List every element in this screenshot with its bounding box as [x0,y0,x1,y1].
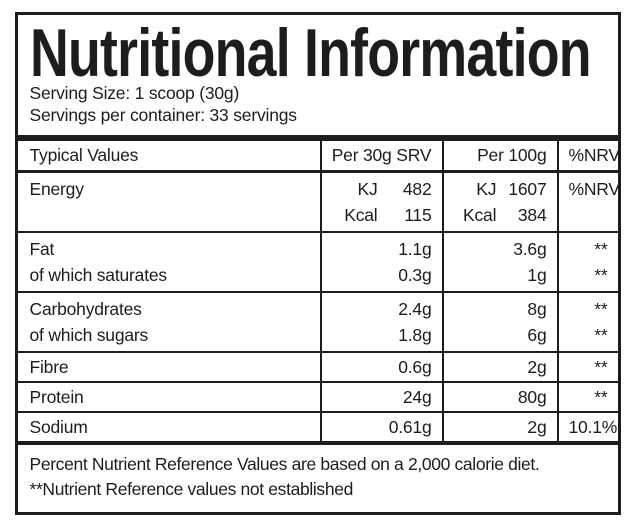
value-srv: 1.1g 0.3g [319,232,442,291]
value-nrv: 10.1% [556,412,628,441]
energy-value-kcal-srv: 115 [404,204,432,225]
value-line: ** [594,238,608,259]
value-per100g: 80g [441,382,557,411]
value-nrv: ** [556,352,618,381]
label-title: Nutritional Information [29,15,592,91]
nutrient-label: Sodium [29,416,88,437]
nutrient-label-line: of which sugars [29,324,149,345]
value-nrv: ** ** [556,232,618,291]
nutrient-row-carbohydrates: Carbohydrates of which sugars 2.4g 1.8g … [17,292,618,353]
value-line: 2.4g [398,298,432,319]
energy-unit-kcal: Kcal [463,204,497,225]
value-line: 1g [527,264,547,285]
energy-nrv: %NRV [556,172,630,231]
column-header-nrv: %NRV [556,140,630,170]
value-line: 1.1g [398,238,432,259]
energy-srv-kcal-line: Kcal 115 [332,202,432,228]
value-nrv: ** ** [556,292,618,351]
table-header-row: Typical Values Per 30g SRV Per 100g %NRV [17,140,620,173]
nutrient-label: Fat of which saturates [18,233,320,291]
energy-unit-kcal: Kcal [344,204,378,225]
energy-srv-values: KJ 482 Kcal 115 [319,172,442,231]
column-header-per-100g: Per 100g [441,140,557,170]
nutrient-row-sodium: Sodium 0.61g 2g 10.1% [18,412,618,441]
energy-per100g-kj-line: KJ 1607 [454,176,547,202]
value-line: ** [594,298,608,319]
value-line: 1.8g [398,324,432,345]
serving-size-text: Serving Size: 1 scoop (30g) [29,83,240,103]
nutrient-label: Fibre [29,356,69,377]
nutrient-row-protein: Protein 24g 80g ** [17,382,618,413]
value-srv: 24g [319,382,442,411]
energy-unit-kj: KJ [476,178,497,199]
energy-per100g-values: KJ 1607 Kcal 384 [441,172,557,231]
energy-value-kj-per100g: 1607 [508,178,547,199]
nutrient-label-energy: Energy [29,178,84,199]
nutrient-label-line: of which saturates [29,264,168,285]
value-srv: 0.6g [319,352,442,381]
column-header-per-30g-srv: Per 30g SRV [319,140,442,170]
energy-per100g-kcal-line: Kcal 384 [454,202,547,228]
nutrient-label-line: Carbohydrates [29,298,142,319]
value-srv: 2.4g 1.8g [319,292,442,351]
value-srv: 0.61g [319,412,442,441]
value-line: 8g [527,298,547,319]
value-per100g: 2g [441,412,557,441]
value-nrv: ** [556,382,618,411]
value-per100g: 8g 6g [441,292,557,351]
label-header: Nutritional Information Serving Size: 1 … [18,15,618,135]
value-line: ** [594,324,608,345]
column-header-typical-values: Typical Values [29,145,139,166]
nutrient-row-fibre: Fibre 0.6g 2g ** [17,352,618,383]
energy-value-kj-srv: 482 [402,178,432,199]
value-per100g: 2g [441,352,557,381]
nutrient-row-fat: Fat of which saturates 1.1g 0.3g 3.6g 1g… [17,232,618,293]
value-line: 0.3g [398,264,432,285]
footnote-nrv-basis: Percent Nutrient Reference Values are ba… [29,453,540,474]
energy-srv-kj-line: KJ 482 [332,176,432,202]
servings-per-container-text: Servings per container: 33 servings [29,104,298,125]
nutrient-label: Carbohydrates of which sugars [18,293,320,351]
energy-value-kcal-per100g: 384 [517,204,547,225]
footnotes-section: Percent Nutrient Reference Values are ba… [17,440,618,512]
nutrition-label: Nutritional Information Serving Size: 1 … [14,12,621,515]
energy-unit-kj: KJ [357,178,378,199]
value-line: ** [594,264,608,285]
footnote-not-established: **Nutrient Reference values not establis… [29,479,354,500]
nutrient-label: Protein [29,386,84,407]
energy-row: Energy KJ 482 Kcal 115 KJ 1607 Kcal 384 … [17,172,620,233]
nutrient-label-line: Fat [29,238,55,259]
header-divider [17,134,618,141]
value-line: 3.6g [513,238,547,259]
value-line: 6g [527,324,547,345]
value-per100g: 3.6g 1g [441,232,557,291]
